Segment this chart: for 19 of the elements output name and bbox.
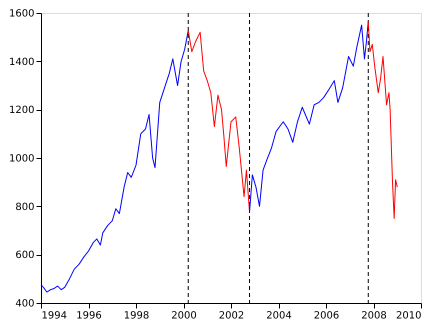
y-tick-label: 600 bbox=[15, 250, 34, 262]
x-tick-label: 1996 bbox=[76, 310, 102, 322]
line-series bbox=[249, 20, 369, 213]
line-series bbox=[40, 30, 189, 293]
y-tick-label: 800 bbox=[15, 202, 34, 213]
x-tick-label: 1998 bbox=[124, 310, 150, 322]
y-tick-label: 1000 bbox=[9, 154, 34, 164]
x-tick-label: 2006 bbox=[314, 310, 340, 322]
y-tick-label: 1200 bbox=[9, 105, 34, 116]
x-tick-label: 2004 bbox=[266, 310, 292, 322]
y-tick-label: 400 bbox=[15, 298, 34, 310]
y-tick-label: 1400 bbox=[9, 56, 34, 68]
x-tick-label: 2008 bbox=[361, 310, 387, 322]
x-tick-label: 2010 bbox=[396, 310, 422, 322]
y-tick-label: 1600 bbox=[9, 8, 34, 20]
x-tick-label: 2000 bbox=[171, 310, 197, 322]
x-tick-label: 1994 bbox=[42, 310, 67, 322]
x-tick-label: 2002 bbox=[218, 310, 244, 322]
line-series bbox=[368, 20, 398, 219]
